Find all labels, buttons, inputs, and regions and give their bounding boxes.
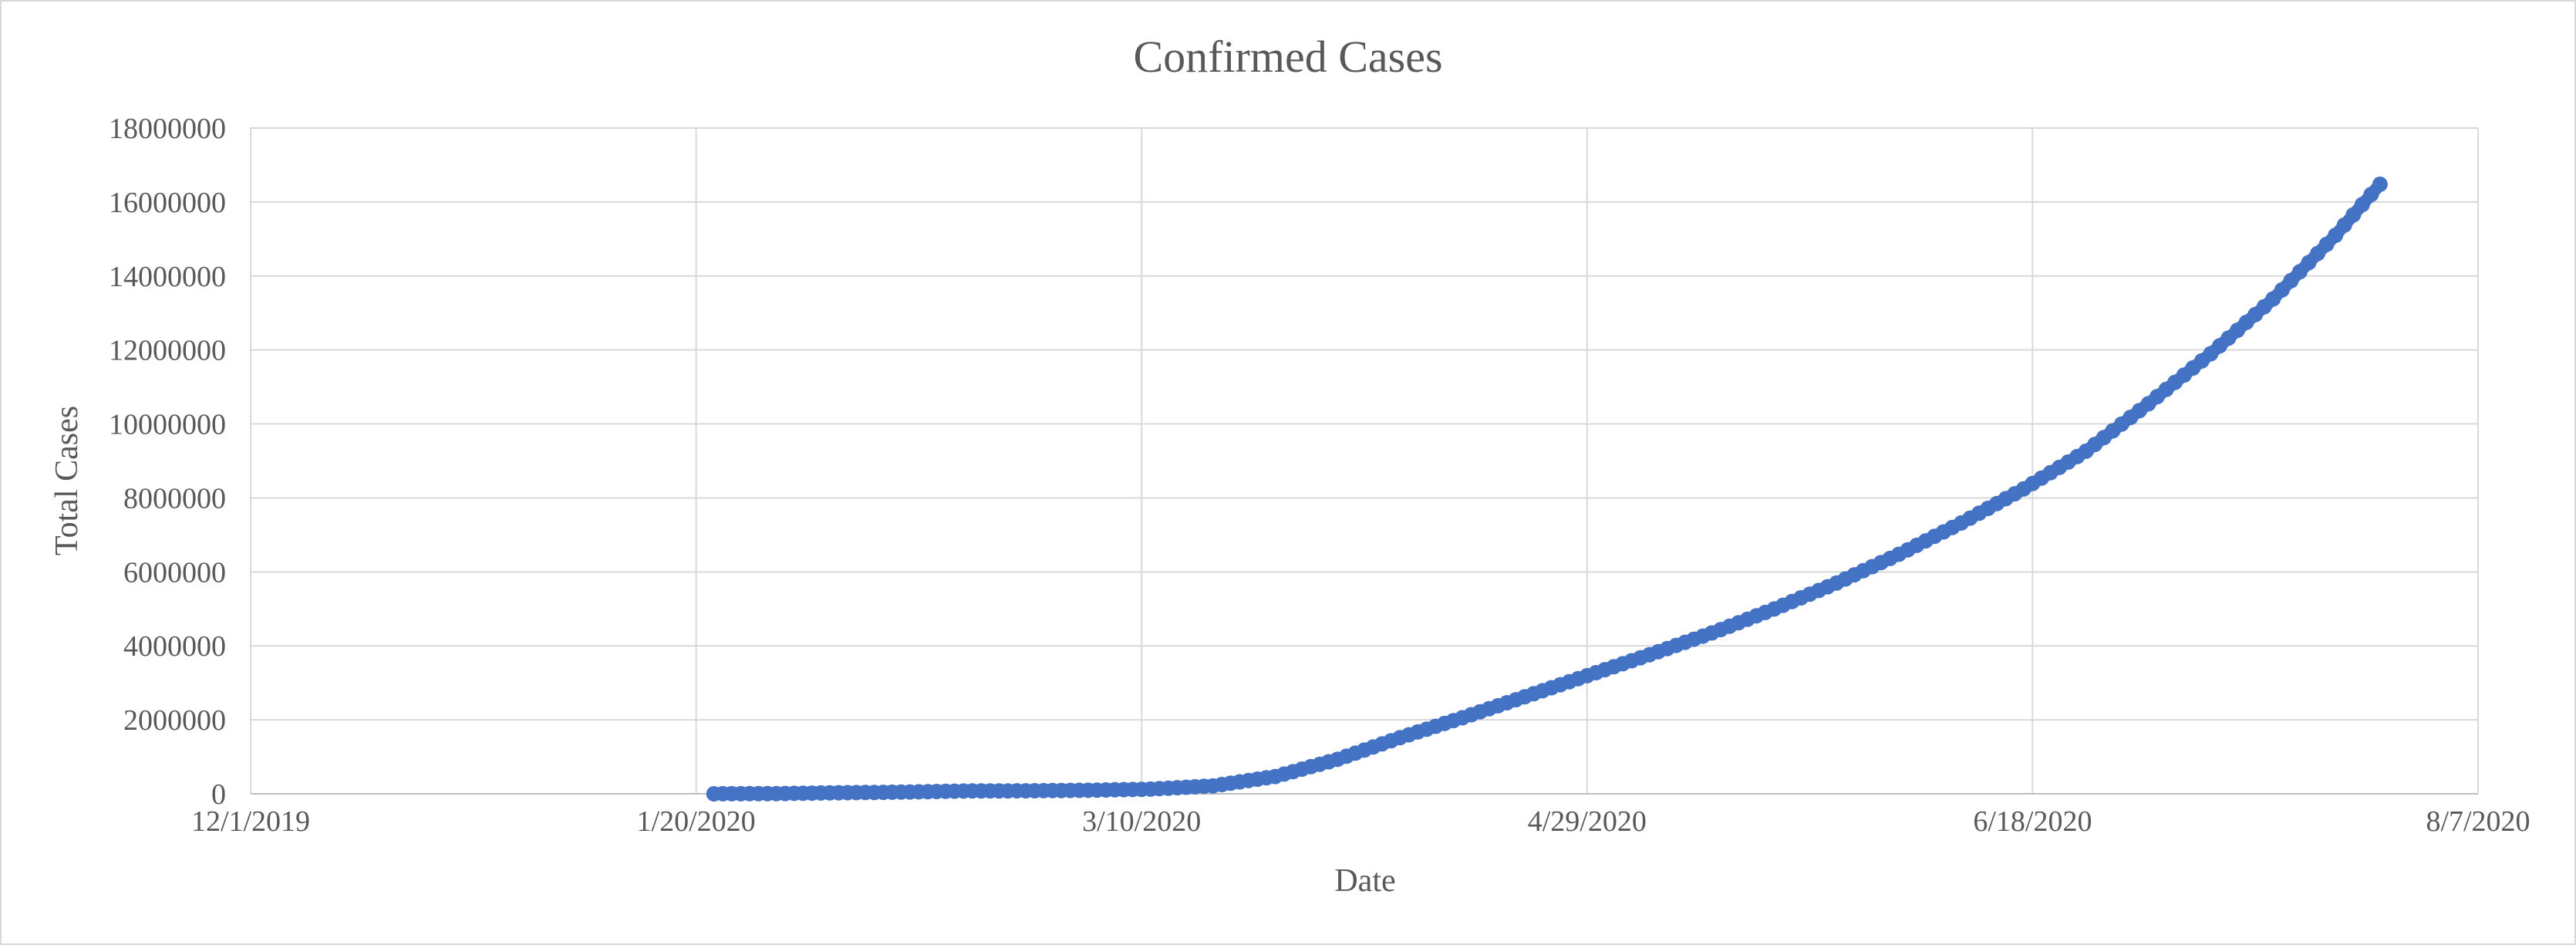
data-point: [2345, 207, 2362, 223]
data-point: [2372, 176, 2388, 192]
gridlines: [251, 127, 2479, 794]
y-tick-labels: 0 2000000 4000000 6000000 8000000 10000000 120…: [109, 113, 226, 811]
data-series: [706, 176, 2388, 802]
y-tick-label: 6000000: [123, 556, 226, 589]
y-tick-label: 16000000: [109, 187, 226, 219]
x-tick-label: 1/20/2020: [637, 805, 756, 838]
chart-title: Confirmed Cases: [1133, 32, 1442, 82]
data-point: [2336, 217, 2352, 233]
y-tick-label: 18000000: [109, 113, 226, 145]
x-tick-label: 4/29/2020: [1528, 805, 1647, 838]
data-point: [2363, 187, 2379, 203]
y-tick-label: 10000000: [109, 409, 226, 441]
x-tick-label: 8/7/2020: [2426, 805, 2530, 838]
x-tick-label: 12/1/2019: [191, 805, 310, 838]
y-tick-label: 0: [211, 778, 226, 811]
data-point: [2328, 228, 2344, 243]
y-tick-label: 12000000: [109, 335, 226, 367]
y-tick-label: 14000000: [109, 261, 226, 293]
data-point: [2354, 197, 2370, 213]
y-axis-label: Total Cases: [49, 406, 85, 555]
x-tick-label: 3/10/2020: [1082, 805, 1201, 838]
x-axis-label: Date: [1334, 863, 1395, 899]
y-tick-label: 2000000: [123, 704, 226, 737]
y-tick-label: 4000000: [123, 630, 226, 663]
x-tick-labels: 12/1/2019 1/20/2020 3/10/2020 4/29/2020 6/18…: [191, 805, 2530, 838]
axes: [250, 128, 2478, 795]
x-tick-label: 6/18/2020: [1973, 805, 2092, 838]
y-tick-label: 8000000: [123, 482, 226, 515]
